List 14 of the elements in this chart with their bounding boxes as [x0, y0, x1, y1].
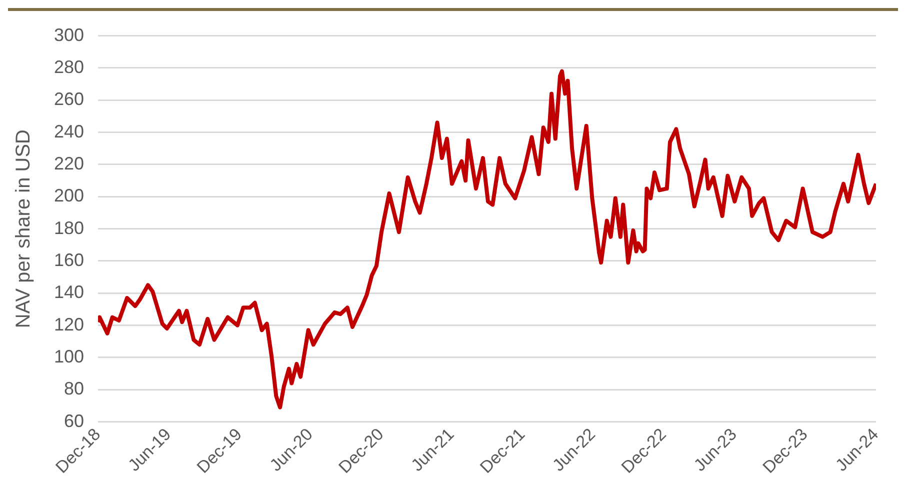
y-tick-label: 300	[54, 24, 84, 45]
y-tick-label: 200	[54, 186, 84, 206]
y-tick-label: 220	[54, 153, 84, 174]
y-tick-label: 260	[54, 89, 84, 110]
y-tick-label: 180	[54, 218, 84, 238]
y-tick-label: 160	[54, 250, 84, 270]
y-axis-title: NAV per share in USD	[12, 130, 35, 328]
y-tick-label: 100	[54, 346, 84, 366]
y-tick-label: 140	[54, 282, 84, 302]
y-tick-label: 280	[54, 56, 84, 77]
y-tick-label: 60	[64, 410, 84, 431]
y-tick-label: 120	[54, 314, 84, 334]
y-tick-label: 240	[54, 121, 84, 142]
y-tick-label: 80	[64, 378, 84, 399]
